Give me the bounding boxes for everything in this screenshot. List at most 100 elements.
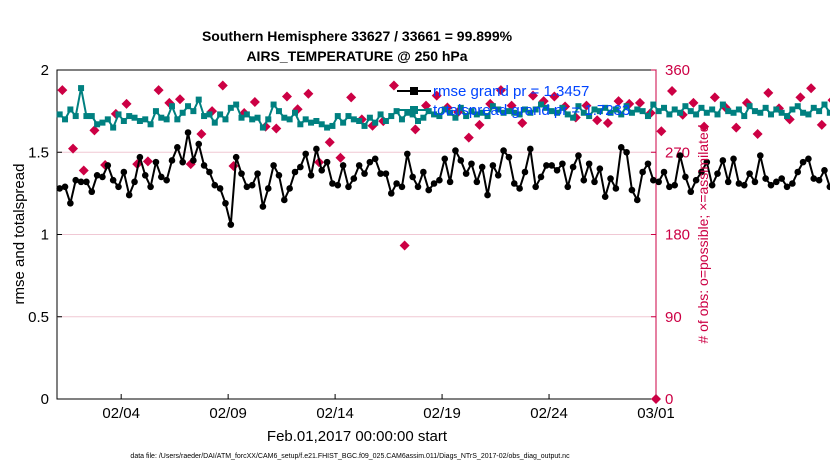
- totalspread-point: [741, 113, 748, 120]
- totalspread-point: [67, 106, 74, 113]
- obs-count-point: [335, 152, 346, 163]
- obs-count-point: [699, 121, 710, 132]
- rmse-point: [280, 196, 288, 204]
- totalspread-point: [714, 111, 721, 118]
- rmse-point: [660, 168, 668, 176]
- totalspread-point: [816, 108, 823, 115]
- y-axis-right-label: # of obs: o=possible; ×=assimilated: [695, 124, 711, 343]
- totalspread-point: [634, 106, 641, 113]
- totalspread-point: [762, 104, 769, 111]
- rmse-point: [99, 173, 106, 181]
- rmse-point: [339, 162, 347, 169]
- rmse-point: [147, 183, 154, 191]
- y-tick-label: 1: [41, 227, 49, 244]
- rmse-point: [639, 168, 646, 176]
- totalspread-point: [457, 104, 464, 111]
- totalspread-point: [297, 121, 304, 128]
- obs-count-point: [634, 97, 645, 108]
- rmse-point: [730, 155, 737, 163]
- totalspread-point: [516, 111, 523, 118]
- rmse-point: [371, 155, 379, 163]
- totalspread-point: [778, 109, 785, 116]
- totalspread-point: [420, 114, 427, 121]
- rmse-point: [537, 173, 545, 181]
- obs-count-point: [827, 97, 830, 103]
- rmse-point: [698, 168, 705, 176]
- rmse-point: [714, 170, 721, 177]
- rmse-point: [789, 180, 796, 187]
- totalspread-point: [415, 117, 422, 124]
- rmse-point: [334, 181, 342, 189]
- obs-count-point: [651, 394, 661, 404]
- rmse-point: [286, 185, 293, 192]
- obs-count-point: [217, 80, 228, 91]
- legend-spread-label: totalspread grand pr = 1.7233: [433, 102, 630, 119]
- totalspread-point: [554, 109, 561, 116]
- y-right-tick-label: 180: [665, 227, 690, 244]
- obs-count-point: [549, 91, 560, 102]
- totalspread-point: [586, 113, 593, 120]
- totalspread-point: [735, 106, 742, 113]
- totalspread-point: [628, 109, 635, 116]
- obs-count-point: [592, 115, 603, 126]
- rmse-point: [377, 170, 384, 177]
- rmse-point: [291, 168, 299, 176]
- x-tick-label: 03/01: [637, 405, 675, 422]
- obs-count-point: [517, 118, 528, 129]
- totalspread-point: [147, 121, 154, 128]
- totalspread-point: [709, 106, 716, 113]
- rmse-point: [810, 175, 818, 182]
- totalspread-point: [233, 101, 240, 108]
- y-right-tick-label: 360: [665, 62, 690, 79]
- rmse-point: [275, 171, 283, 179]
- rmse-point: [644, 160, 652, 168]
- totalspread-point: [179, 109, 186, 116]
- data-file-footer: data file: /Users/raeder/DAI/ATM_forcXX/…: [130, 453, 570, 460]
- obs-count-point: [271, 123, 282, 134]
- totalspread-point: [666, 111, 673, 118]
- obs-count-point: [399, 240, 410, 251]
- totalspread-point: [158, 114, 165, 121]
- totalspread-point: [345, 113, 352, 120]
- totalspread-point: [62, 116, 69, 123]
- rmse-point: [264, 185, 272, 192]
- totalspread-point: [612, 106, 619, 113]
- rmse-point: [67, 199, 74, 207]
- totalspread-point: [773, 106, 780, 113]
- obs-count-point: [121, 98, 132, 109]
- totalspread-point: [227, 104, 234, 111]
- x-tick-label: 02/09: [209, 405, 247, 422]
- rmse-point: [623, 148, 630, 156]
- obs-count-point: [463, 132, 474, 143]
- totalspread-point: [275, 108, 282, 115]
- rmse-point: [323, 158, 331, 166]
- totalspread-point: [308, 119, 315, 126]
- rmse-point: [190, 157, 197, 164]
- totalspread-point: [564, 111, 571, 118]
- totalspread-point: [468, 108, 475, 115]
- totalspread-point: [115, 111, 122, 118]
- rmse-point: [756, 152, 764, 159]
- rmse-point: [468, 160, 475, 168]
- totalspread-point: [393, 108, 400, 115]
- totalspread-point: [120, 117, 127, 124]
- rmse-point: [773, 178, 780, 186]
- rmse-point: [585, 160, 593, 168]
- rmse-point: [56, 185, 63, 192]
- rmse-point: [430, 180, 438, 187]
- rmse-point: [136, 153, 144, 161]
- obs-count-point: [581, 100, 592, 111]
- y-right-tick-label: 270: [665, 144, 690, 161]
- totalspread-point: [751, 108, 758, 115]
- totalspread-point: [805, 111, 812, 118]
- totalspread-point: [83, 113, 90, 120]
- obs-count-point: [613, 96, 624, 107]
- obs-count-point: [249, 96, 260, 107]
- totalspread-point: [436, 113, 443, 120]
- totalspread-point: [826, 109, 830, 116]
- rmse-point: [805, 155, 812, 163]
- rmse-point: [601, 193, 609, 200]
- rmse-point: [152, 158, 160, 166]
- rmse-point: [724, 178, 732, 186]
- rmse-point: [575, 152, 582, 159]
